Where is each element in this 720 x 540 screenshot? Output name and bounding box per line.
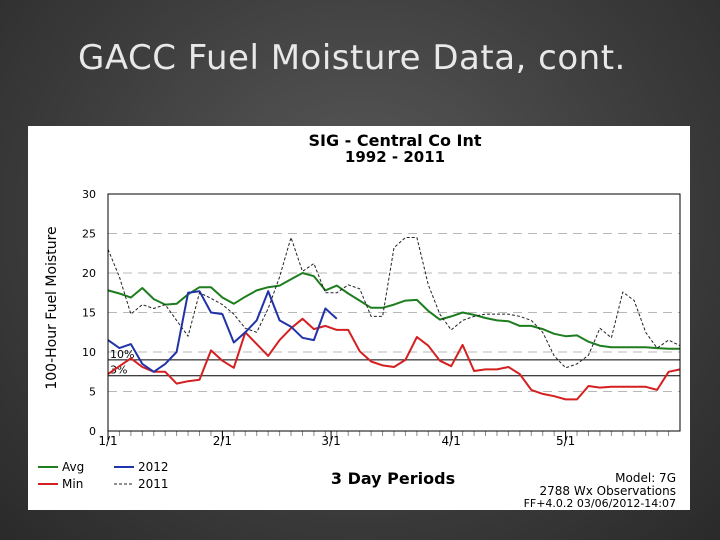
series-line-2012 xyxy=(107,290,338,373)
observations-label: 2788 Wx Observations xyxy=(540,484,676,498)
y-tick-label: 15 xyxy=(82,307,96,320)
x-tick-label: 1/1 xyxy=(98,434,117,448)
x-tick-label: 5/1 xyxy=(556,434,575,448)
x-tick-label: 3/1 xyxy=(321,434,340,448)
series-line-2011 xyxy=(107,237,681,369)
x-tick-label: 4/1 xyxy=(442,434,461,448)
chart-subtitle: 1992 - 2011 xyxy=(345,148,445,166)
legend-label-2011: 2011 xyxy=(138,477,169,491)
legend-label-avg: Avg xyxy=(62,460,84,474)
series-line-min xyxy=(107,317,681,401)
reference-line-label: 3% xyxy=(110,364,127,377)
y-tick-label: 20 xyxy=(82,267,96,280)
fuel-moisture-chart: SIG - Central Co Int 1992 - 2011 100-Hou… xyxy=(38,131,681,510)
series-line-avg xyxy=(107,272,680,350)
reference-line-label: 10% xyxy=(110,348,134,361)
x-tick-label: 2/1 xyxy=(213,434,232,448)
y-tick-label: 25 xyxy=(82,228,96,241)
y-tick-label: 0 xyxy=(89,425,96,438)
footer-stamp: FF+4.0.2 03/06/2012-14:07 xyxy=(524,497,676,510)
y-axis-label: 100-Hour Fuel Moisture xyxy=(44,226,60,389)
y-tick-label: 5 xyxy=(89,386,96,399)
y-tick-label: 10 xyxy=(82,346,96,359)
slide-title: GACC Fuel Moisture Data, cont. xyxy=(78,38,626,78)
legend-label-2012: 2012 xyxy=(138,460,169,474)
plot-frame xyxy=(107,193,681,432)
y-tick-label: 30 xyxy=(82,188,96,201)
legend-label-min: Min xyxy=(62,477,83,491)
chart-title: SIG - Central Co Int xyxy=(308,131,481,150)
x-axis-label: 3 Day Periods xyxy=(331,469,455,488)
chart-frame: SIG - Central Co Int 1992 - 2011 100-Hou… xyxy=(28,126,690,510)
model-label: Model: 7G xyxy=(615,471,676,485)
